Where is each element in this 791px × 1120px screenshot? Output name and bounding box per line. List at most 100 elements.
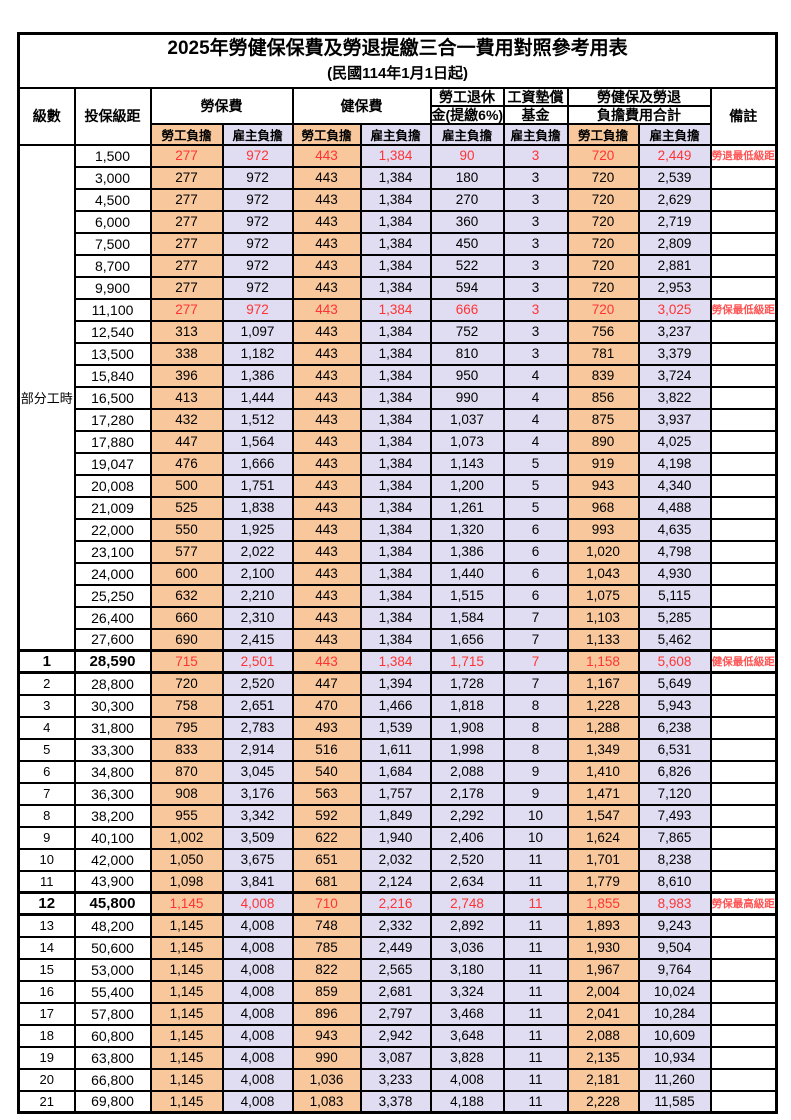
labor-employee-cell: 632 [149, 583, 224, 608]
table-row: 9,900 277 972 443 1,384 594 3 720 2,953 [19, 275, 778, 300]
total-employee-cell: 720 [566, 253, 640, 278]
total-employee-cell: 720 [566, 275, 640, 300]
labor-employer-cell: 972 [221, 231, 294, 256]
health-employee-cell: 681 [291, 869, 362, 894]
col-header-level: 級數 [17, 86, 76, 146]
pension-employer-cell: 3,324 [429, 979, 505, 1004]
pension-employer-cell: 360 [429, 209, 505, 234]
total-employer-cell: 8,610 [637, 869, 712, 894]
pension-employer-cell: 3,180 [429, 957, 505, 982]
remark-cell [709, 869, 778, 894]
labor-employer-cell: 2,210 [221, 583, 294, 608]
salary-cell: 4,500 [73, 187, 152, 212]
salary-cell: 36,300 [73, 781, 152, 806]
total-employee-cell: 1,103 [566, 605, 640, 630]
salary-cell: 40,100 [73, 825, 152, 850]
pension-employer-cell: 1,143 [429, 451, 505, 476]
row-group-part-time: 部分工時 [17, 143, 76, 652]
remark-cell: 健保最低級距 [709, 649, 778, 674]
salary-cell: 22,000 [73, 517, 152, 542]
salary-cell: 1,500 [73, 143, 152, 168]
health-employer-cell: 3,233 [359, 1067, 432, 1092]
wage-fund-employer-cell: 11 [502, 979, 569, 1004]
total-employer-cell: 8,983 [637, 891, 712, 916]
remark-cell [709, 737, 778, 762]
table-row: 20,008 500 1,751 443 1,384 1,200 5 943 4,340 [19, 473, 778, 498]
total-employer-cell: 7,120 [637, 781, 712, 806]
labor-employee-cell: 525 [149, 495, 224, 520]
labor-employer-cell: 4,008 [221, 891, 294, 916]
total-employer-cell: 2,539 [637, 165, 712, 190]
total-employer-cell: 5,649 [637, 671, 712, 696]
total-employer-cell: 2,449 [637, 143, 712, 168]
pension-employer-cell: 3,828 [429, 1045, 505, 1070]
labor-employee-cell: 277 [149, 297, 224, 322]
wage-fund-employer-cell: 11 [502, 891, 569, 916]
table-row: 12,540 313 1,097 443 1,384 752 3 756 3,237 [19, 319, 778, 344]
pension-employer-cell: 2,178 [429, 781, 505, 806]
col-header-wage-fund-line2: 基金 [502, 104, 569, 125]
labor-employee-cell: 758 [149, 693, 224, 718]
level-cell: 7 [17, 781, 76, 806]
salary-cell: 20,008 [73, 473, 152, 498]
salary-cell: 57,800 [73, 1001, 152, 1026]
premium-table-body: 部分工時 1,500 277 972 443 1,384 90 3 720 2,449 勞退最低級距… [17, 143, 778, 1114]
table-row: 部分工時 1,500 277 972 443 1,384 90 3 720 2,449 勞退最低級距 [17, 143, 778, 652]
total-employee-cell: 1,855 [566, 891, 640, 916]
wage-fund-employer-cell: 4 [502, 429, 569, 454]
salary-cell: 12,540 [73, 319, 152, 344]
health-employee-cell: 943 [291, 1023, 362, 1048]
labor-employee-cell: 277 [149, 143, 224, 168]
total-employer-cell: 10,024 [637, 979, 712, 1004]
health-employee-cell: 443 [291, 165, 362, 190]
total-employee-cell: 856 [566, 385, 640, 410]
labor-employee-cell: 1,098 [149, 869, 224, 894]
remark-cell [709, 627, 778, 652]
table-row: 16 55,400 1,145 4,008 859 2,681 3,324 11 2,004 10… [17, 979, 778, 1004]
labor-employer-cell: 4,008 [221, 1023, 294, 1048]
subheader-health-employee: 勞工負擔 [291, 122, 362, 146]
pension-employer-cell: 180 [429, 165, 505, 190]
table-row: 24,000 600 2,100 443 1,384 1,440 6 1,043 4,930 [19, 561, 778, 586]
total-employee-cell: 1,547 [566, 803, 640, 828]
remark-cell [709, 187, 778, 212]
health-employer-cell: 1,384 [359, 561, 432, 586]
level-cell: 4 [17, 715, 76, 740]
total-employee-cell: 720 [566, 143, 640, 168]
health-employer-cell: 2,449 [359, 935, 432, 960]
labor-employee-cell: 1,145 [149, 935, 224, 960]
wage-fund-employer-cell: 3 [502, 341, 569, 366]
col-header-pension-line2: 金(提繳6%) [429, 104, 505, 125]
health-employer-cell: 1,384 [359, 407, 432, 432]
total-employer-cell: 2,629 [637, 187, 712, 212]
salary-cell: 30,300 [73, 693, 152, 718]
pension-employer-cell: 270 [429, 187, 505, 212]
total-employer-cell: 4,025 [637, 429, 712, 454]
labor-employer-cell: 2,022 [221, 539, 294, 564]
wage-fund-employer-cell: 3 [502, 275, 569, 300]
remark-cell [709, 759, 778, 784]
total-employee-cell: 720 [566, 231, 640, 256]
labor-employer-cell: 1,444 [221, 385, 294, 410]
salary-cell: 28,590 [73, 649, 152, 674]
labor-employee-cell: 1,145 [149, 1067, 224, 1092]
salary-cell: 33,300 [73, 737, 152, 762]
labor-employee-cell: 277 [149, 231, 224, 256]
total-employee-cell: 890 [566, 429, 640, 454]
health-employer-cell: 1,384 [359, 187, 432, 212]
wage-fund-employer-cell: 7 [502, 649, 569, 674]
pension-employer-cell: 1,584 [429, 605, 505, 630]
table-row: 27,600 690 2,415 443 1,384 1,656 7 1,133 5,462 [19, 627, 778, 652]
labor-employer-cell: 3,045 [221, 759, 294, 784]
level-cell: 13 [17, 913, 76, 938]
salary-cell: 60,800 [73, 1023, 152, 1048]
table-row: 17 57,800 1,145 4,008 896 2,797 3,468 11 2,041 10… [17, 1001, 778, 1026]
pension-employer-cell: 2,520 [429, 847, 505, 872]
pension-employer-cell: 3,036 [429, 935, 505, 960]
total-employee-cell: 875 [566, 407, 640, 432]
total-employee-cell: 1,624 [566, 825, 640, 850]
total-employee-cell: 943 [566, 473, 640, 498]
table-row: 1 28,590 715 2,501 443 1,384 1,715 7 1,158 5,608 健… [17, 649, 778, 674]
labor-employer-cell: 4,008 [221, 1089, 294, 1114]
total-employer-cell: 10,609 [637, 1023, 712, 1048]
